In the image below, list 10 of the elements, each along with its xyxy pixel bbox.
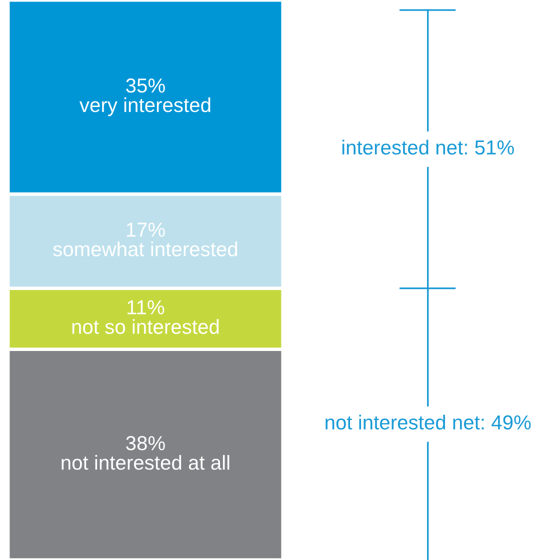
text: interested net: 51%	[342, 140, 514, 155]
text: not interested net: 49%	[326, 414, 531, 430]
series-label: not so interested	[72, 319, 219, 334]
data-label: 17%	[126, 222, 165, 237]
data-label: 38%	[126, 436, 165, 450]
data-label: 35%	[126, 78, 165, 93]
series-label: not interested at all	[62, 455, 230, 470]
series-label: somewhat interested	[53, 242, 238, 256]
series-label: very interested	[79, 97, 210, 116]
data-label: 11%	[128, 300, 164, 314]
